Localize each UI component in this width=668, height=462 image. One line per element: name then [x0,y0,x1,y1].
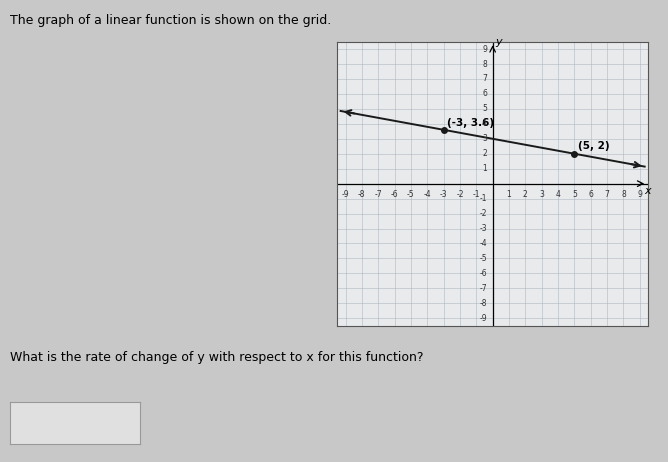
Text: 4: 4 [482,119,487,128]
Text: -7: -7 [480,284,487,293]
Text: 2: 2 [523,189,528,199]
Text: 7: 7 [605,189,609,199]
Text: -8: -8 [358,189,365,199]
Text: x: x [645,186,651,196]
Text: 8: 8 [482,60,487,68]
Text: -2: -2 [480,209,487,218]
Text: -1: -1 [480,194,487,203]
Text: -6: -6 [391,189,398,199]
Text: 3: 3 [539,189,544,199]
Text: -5: -5 [480,254,487,263]
Text: (5, 2): (5, 2) [578,141,609,152]
Text: -2: -2 [456,189,464,199]
Text: -9: -9 [480,314,487,323]
Text: y: y [495,37,502,47]
Text: -3: -3 [440,189,448,199]
Text: -8: -8 [480,299,487,308]
Text: 4: 4 [556,189,560,199]
Text: -7: -7 [374,189,382,199]
Text: -4: -4 [480,239,487,248]
Text: 5: 5 [482,104,487,113]
Text: -5: -5 [407,189,415,199]
Text: (-3, 3.6): (-3, 3.6) [447,117,494,128]
Text: 6: 6 [482,90,487,98]
Text: The graph of a linear function is shown on the grid.: The graph of a linear function is shown … [10,14,331,27]
Text: 5: 5 [572,189,577,199]
Text: -9: -9 [342,189,349,199]
Text: 7: 7 [482,74,487,84]
Text: -4: -4 [424,189,431,199]
Text: 3: 3 [482,134,487,143]
Text: 9: 9 [637,189,642,199]
Text: 6: 6 [589,189,593,199]
Text: 1: 1 [506,189,512,199]
Text: -1: -1 [472,189,480,199]
Text: -6: -6 [480,269,487,278]
Text: 1: 1 [482,164,487,173]
Text: 8: 8 [621,189,626,199]
Text: 9: 9 [482,44,487,54]
Text: -3: -3 [480,224,487,233]
Text: What is the rate of change of y with respect to x for this function?: What is the rate of change of y with res… [10,351,424,364]
Text: 2: 2 [482,149,487,158]
